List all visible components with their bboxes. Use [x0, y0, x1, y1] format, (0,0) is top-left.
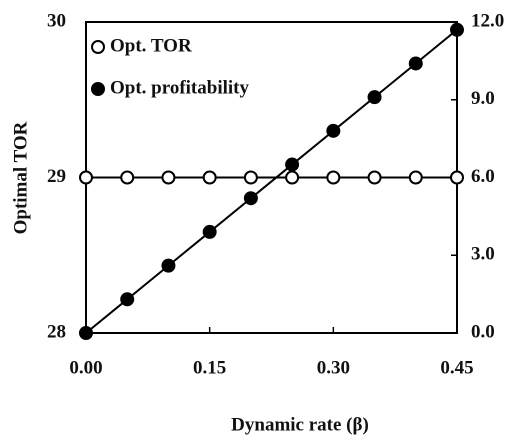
y-tick-label: 30 [47, 10, 66, 31]
x-tick-label: 0.15 [193, 357, 226, 378]
y2-tick-label: 9.0 [471, 88, 495, 109]
data-point [326, 123, 341, 138]
data-point [367, 90, 382, 105]
legend-marker [91, 82, 105, 96]
legend-marker [91, 40, 105, 54]
data-point [243, 191, 258, 206]
y2-tick-label: 3.0 [471, 244, 495, 265]
y-tick-label: 28 [47, 321, 66, 342]
legend-label: Opt. TOR [110, 35, 192, 56]
y-axis-title: Optimal TOR [10, 121, 31, 234]
y2-tick-label: 12.0 [471, 10, 504, 31]
data-point [408, 56, 423, 71]
y2-tick-label: 6.0 [471, 166, 495, 187]
data-point [326, 170, 341, 185]
x-tick-label: 0.00 [69, 357, 102, 378]
data-point [450, 22, 464, 37]
data-point [202, 224, 217, 239]
data-point [79, 170, 93, 185]
data-point [161, 170, 176, 185]
data-point [161, 258, 176, 273]
series-line [85, 29, 458, 334]
x-axis-title: Dynamic rate (β) [231, 414, 369, 435]
x-tick-label: 0.30 [317, 357, 350, 378]
data-point [243, 170, 258, 185]
data-point [79, 326, 93, 340]
data-point [120, 292, 135, 307]
data-point [367, 170, 382, 185]
data-point [120, 170, 135, 185]
y2-tick-label: 0.0 [471, 321, 495, 342]
data-point [450, 170, 464, 185]
data-point [285, 157, 300, 172]
data-point [285, 170, 300, 185]
x-tick-label: 0.45 [440, 357, 473, 378]
data-point [202, 170, 217, 185]
y-tick-label: 29 [47, 166, 66, 187]
legend-label: Opt. profitability [110, 77, 249, 98]
data-point [408, 170, 423, 185]
